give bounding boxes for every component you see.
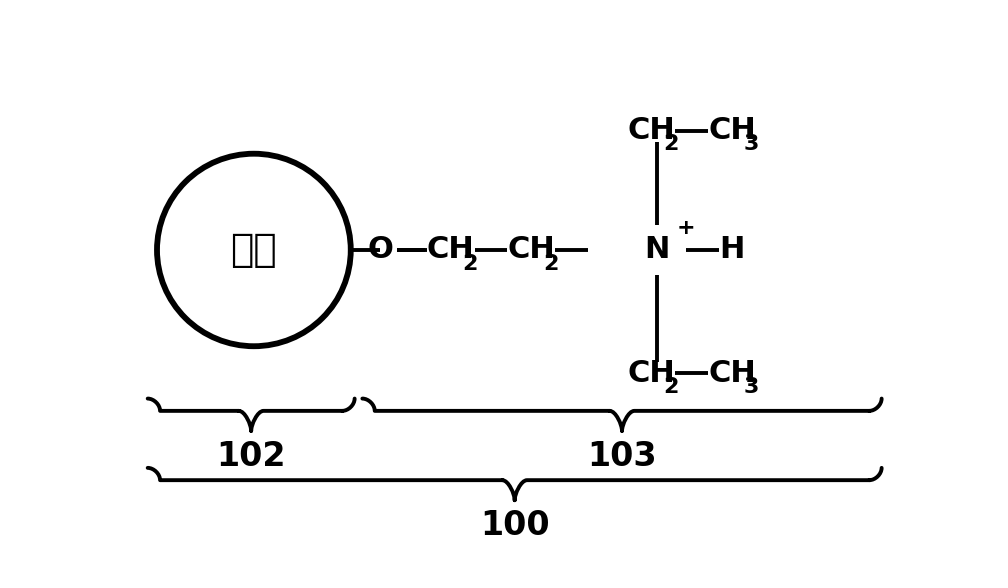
Text: +: + (677, 218, 696, 238)
Text: H: H (719, 235, 744, 265)
Text: 102: 102 (217, 440, 286, 473)
Text: CH: CH (708, 359, 756, 387)
Text: 2: 2 (663, 377, 678, 397)
Text: N: N (644, 235, 669, 265)
Text: 2: 2 (663, 135, 678, 155)
Text: 3: 3 (744, 135, 759, 155)
Text: CH: CH (708, 116, 756, 145)
Text: 100: 100 (480, 509, 549, 543)
Text: 2: 2 (463, 254, 478, 274)
Text: CH: CH (627, 116, 675, 145)
Text: 3: 3 (744, 377, 759, 397)
Text: CH: CH (627, 359, 675, 387)
Text: 微球: 微球 (231, 231, 277, 269)
Text: O: O (367, 235, 393, 265)
Text: CH: CH (426, 235, 475, 265)
Text: CH: CH (507, 235, 555, 265)
Text: 2: 2 (543, 254, 558, 274)
Text: 103: 103 (588, 440, 657, 473)
